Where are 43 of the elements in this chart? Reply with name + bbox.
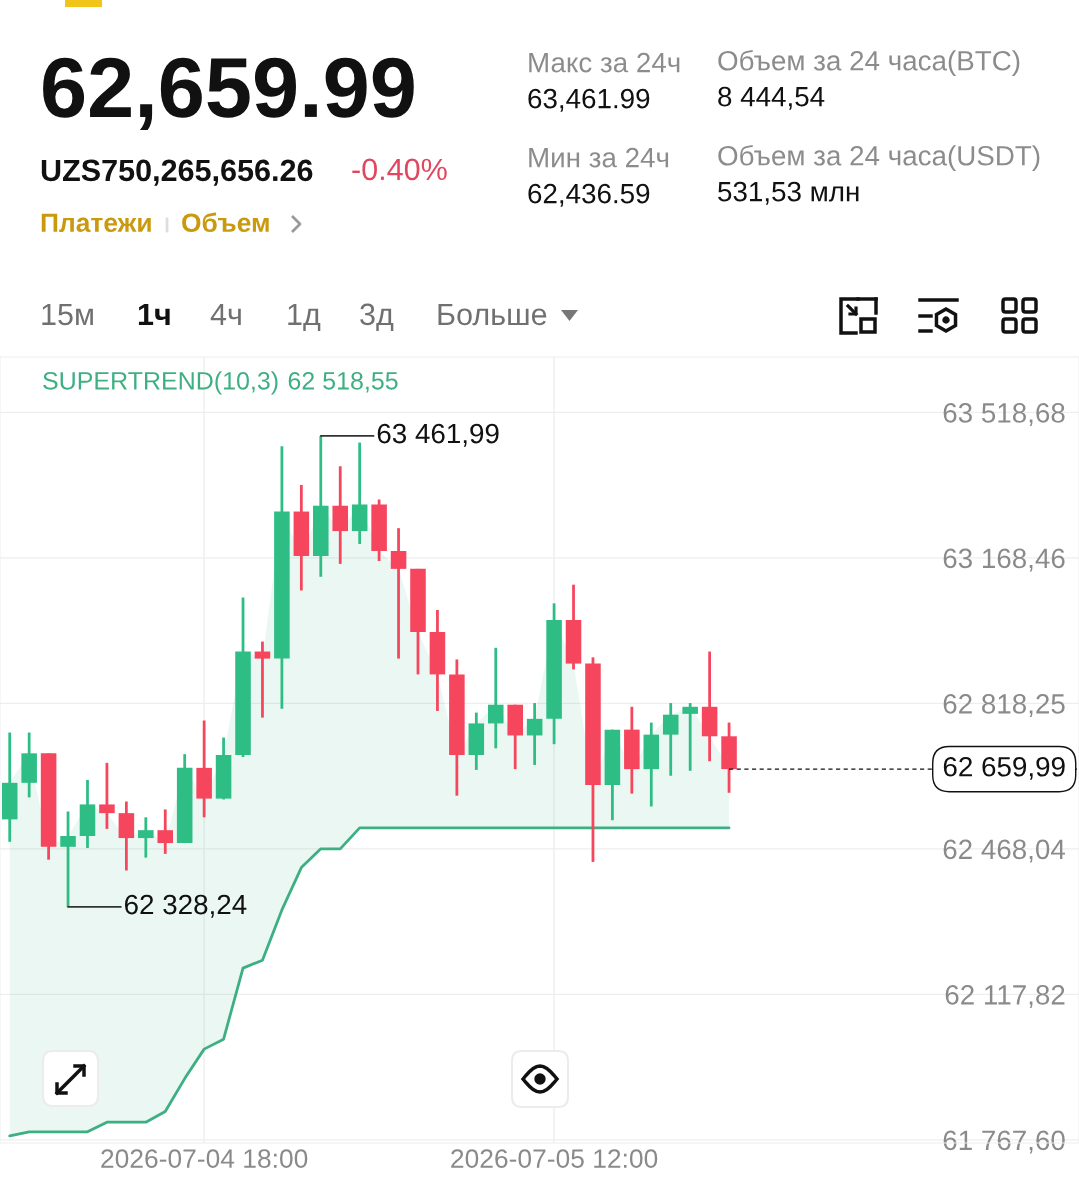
x-tick-label: 2026-07-04 18:00 [101,1149,308,1168]
text: Больше [438,303,547,326]
text: 8 444,54 [718,86,825,110]
y-tick-label: 63 518,68 [943,403,1065,427]
y-tick-label: 62 818,25 [943,694,1065,717]
text: 1ч [138,303,170,325]
chart-title: 62,659.99 [43,57,414,131]
candlestick [682,701,698,773]
y-tick-label: 62 468,04 [943,839,1065,863]
text: 1д [288,303,321,331]
candlestick [254,640,271,719]
candlestick [60,810,76,909]
annotation: 62 518,55 [288,371,398,393]
text: 62,436.59 [528,183,650,207]
y-tick-label: 61 767,60 [943,1130,1065,1154]
text: 63,461.99 [528,88,650,112]
text: 3д [360,303,394,331]
candlestick [157,808,174,856]
text: Мин за 24ч [529,147,669,168]
candlestick [99,761,115,831]
text: SUPERTREND(10,3) [43,371,278,395]
ref-line-label: 62 659,99 [943,756,1065,780]
text: Платежи [41,213,151,233]
candlestick [487,646,504,750]
candlestick [526,701,543,767]
text: -0.40% [352,158,447,181]
text: 15м [42,303,93,326]
text: 531,53 млн [718,181,859,205]
text: Объем за 24 часа(BTC) [718,49,1020,77]
text: UZS750,265,656.26 [41,159,313,186]
text: Объем за 24 часа(USDT) [718,144,1040,172]
candlestick [662,701,679,778]
annotation: 62 328,24 [125,894,247,918]
x-tick-label: 2026-07-05 12:00 [451,1149,658,1168]
y-tick-label: 63 168,46 [943,548,1065,572]
text: 4ч [210,303,241,325]
text: Объем [182,212,269,233]
y-tick-label: 62 117,82 [945,985,1065,1008]
candlestick [138,815,154,859]
annotation: 63 461,99 [377,423,499,447]
candlestick [390,526,407,660]
line-series [8,826,731,1138]
text: Макс за 24ч [529,52,680,73]
